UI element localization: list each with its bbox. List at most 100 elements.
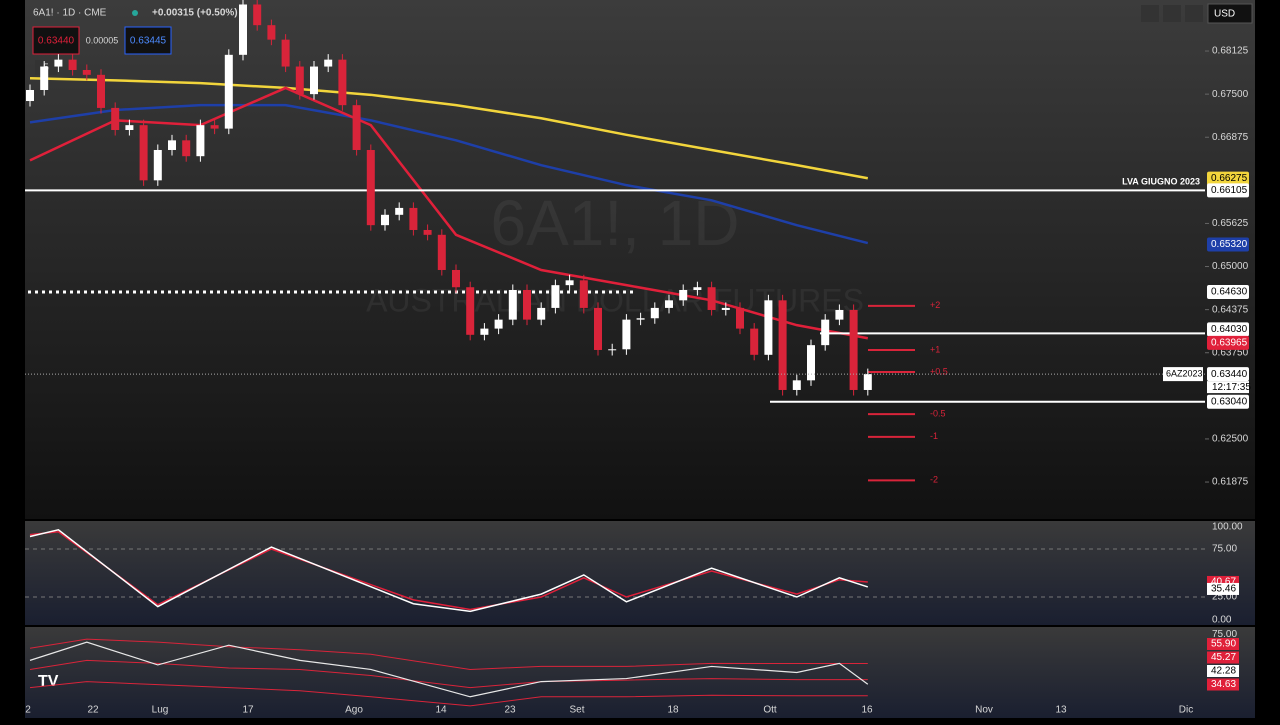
price-label: 0.64630 [1211,287,1248,298]
price-label: 0.65320 [1211,239,1248,250]
price-label-box [1207,237,1249,252]
candle-body [721,307,730,310]
candle-body [253,4,262,26]
candle-body [452,269,460,288]
fib-label: -2 [930,475,938,485]
fib-label: -0.5 [930,408,946,418]
candle-body [295,66,304,95]
candle-body [409,207,418,230]
y-tick-label: 0.64375 [1212,304,1249,315]
x-tick-label: 17 [242,705,254,716]
tool-button[interactable] [1163,5,1181,22]
y-tick-label: 0.66875 [1212,132,1249,143]
candle-body [324,59,333,67]
watermark: AUSTRALIAN DOLLAR FUTURES [366,282,864,318]
candle-body [650,307,659,319]
value-box [1207,651,1239,664]
candle-body [523,289,531,320]
currency-select[interactable] [1207,3,1253,24]
countdown: 12:17:35 [1212,382,1251,393]
candle-body [693,287,702,290]
y-tick-label: 0.61875 [1212,477,1249,488]
candle-body [608,349,617,351]
x-tick-label: 13 [1055,705,1067,716]
spread: 0.00005 [86,35,119,45]
value-box [1207,638,1239,650]
value-label: 45.27 [1211,652,1236,663]
candle-body [807,345,815,381]
candle-body [508,289,517,320]
moving-average [29,103,869,245]
value-label: 40.67 [1211,577,1236,588]
candle-body [764,300,773,355]
buy-price[interactable]: 0.63445 [130,36,167,47]
candle-body [423,229,432,235]
symbol: 6A1! · 1D · CME [33,8,107,19]
price-label-box [1207,322,1249,337]
candle-body [863,374,872,390]
x-tick-label: Ott [763,705,777,716]
y-tick-label: 75.00 [1212,544,1237,555]
rsi-band [29,681,868,707]
candle-body [267,25,276,40]
price-label: 0.64030 [1211,324,1248,335]
main-pane [25,0,1255,519]
candle-body [97,74,105,108]
candle-body [125,125,134,130]
x-tick-label: Ago [345,705,363,716]
stoch-pane [25,521,1255,625]
y-tick-label: 0.00 [1212,615,1232,626]
contract: 6AZ2023 [1166,368,1203,378]
candle-body [537,307,546,320]
value-label: 42.28 [1211,666,1236,677]
logo: TV [38,673,59,690]
candle-body [210,125,219,129]
status-dot [132,10,138,16]
rsi-band [29,638,868,670]
x-tick-label: Dic [1179,705,1193,716]
tool-button[interactable] [1185,5,1203,22]
currency[interactable]: USD [1214,9,1235,20]
candle-body [153,149,162,181]
candle-body [792,380,801,390]
candle-body [778,300,787,390]
candle-body [82,69,91,75]
candle-body [622,319,631,350]
candle-body [665,300,673,308]
value-label: 35.46 [1211,584,1236,595]
sell-button[interactable] [32,26,80,55]
candle-body [68,59,77,70]
candle-body [480,328,489,335]
value-label: 34.63 [1211,679,1236,690]
candle-body [565,280,574,286]
candle-body [239,4,247,55]
x-tick-label: 2 [25,705,31,716]
value-box [1207,582,1239,595]
y-tick-label: 0.62500 [1212,434,1249,445]
candle-body [182,140,191,157]
candle-body [111,107,120,130]
countdown-box [1207,381,1249,394]
x-tick-label: 18 [667,705,679,716]
buy-button[interactable] [124,26,172,55]
candle-body [579,280,588,308]
change: +0.00315 (+0.50%) [152,8,238,19]
sell-price[interactable]: 0.63440 [38,36,75,47]
candle-body [352,105,361,150]
contract-box [1163,367,1203,382]
y-tick-label: 0.65625 [1212,218,1249,229]
candle-body [139,125,148,181]
price-label: 0.66275 [1211,173,1248,184]
tool-button[interactable] [1141,5,1159,22]
fib-label: +2 [930,300,940,310]
level-label: LVA GIUGNO 2023 [1122,177,1200,187]
rsi-pane [25,627,1255,718]
price-label-box [1207,394,1249,409]
candle-body [40,66,49,90]
x-tick-label: Nov [975,705,993,716]
x-tick-label: Lug [152,705,169,716]
price-label-box [1207,335,1249,350]
price-label-box [1207,183,1249,198]
x-tick-label: 14 [435,705,447,716]
